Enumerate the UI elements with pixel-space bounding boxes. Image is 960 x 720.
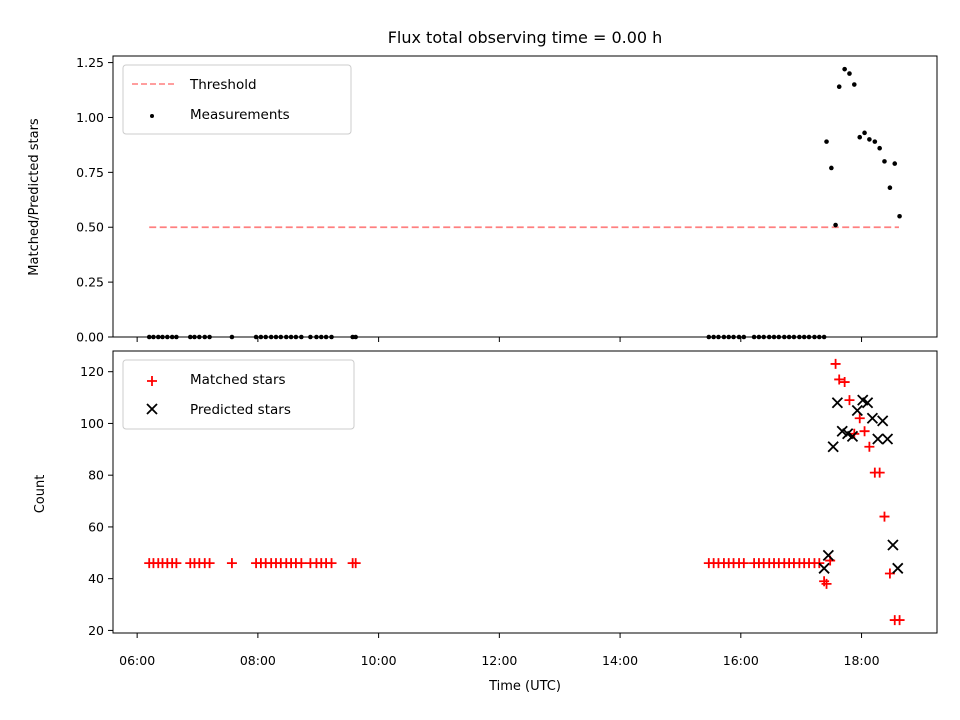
predicted-legend-swatch (146, 403, 158, 415)
measurement-point (887, 185, 893, 191)
predicted-star-point (851, 404, 863, 417)
bottom-y-tick-label: 80 (88, 468, 104, 483)
top-legend-box (122, 64, 352, 135)
measurement-point (897, 213, 902, 219)
top-y-axis-label: Matched/Predicted stars (27, 118, 42, 276)
measurement-point (824, 139, 829, 144)
bottom-x-tick-label: 10:00 (361, 653, 397, 668)
measurement-point (847, 71, 852, 76)
top-panel: 0.00 0.25 0.50 0.75 1.00 1.25 Matched/Predict… (27, 55, 938, 345)
matched-star-point (350, 558, 361, 569)
predicted-legend-label: Predicted stars (190, 402, 291, 418)
measurement-point (877, 145, 882, 151)
matched-legend-label: Matched stars (190, 372, 286, 388)
matched-star-point (874, 467, 885, 478)
predicted-star-point (877, 415, 889, 427)
measurement-point (862, 130, 867, 136)
bottom-legend: Matched stars Predicted stars (122, 359, 355, 430)
predicted-star-point (827, 441, 839, 453)
x-axis-label: Time (UTC) (488, 679, 561, 694)
measurement-point (842, 66, 847, 72)
bottom-x-tick-label: 18:00 (844, 653, 880, 668)
matched-star-point (859, 426, 870, 437)
bottom-y-axis-label: Count (33, 475, 48, 514)
matched-star-point (894, 615, 905, 626)
top-y-tick-label: 1.00 (76, 110, 104, 125)
chart-title: Flux total observing time = 0.00 h (388, 28, 663, 47)
bottom-y-tick-label: 60 (88, 519, 104, 534)
matched-star-point (226, 558, 237, 569)
top-y-tick-label: 0.50 (76, 220, 104, 235)
matched-star-point (830, 358, 841, 369)
measurement-point (836, 84, 842, 90)
matched-star-point (844, 395, 855, 406)
bottom-y-axis: 20 40 60 80 100 120 (80, 364, 113, 638)
measurements-legend-label: Measurements (190, 107, 290, 123)
measurement-point (851, 82, 857, 87)
bottom-x-tick-label: 14:00 (602, 653, 638, 668)
bottom-plot-frame (112, 350, 938, 634)
threshold-legend-label: Threshold (189, 77, 257, 93)
bottom-x-tick-label: 06:00 (119, 653, 155, 668)
matched-star-point (879, 511, 890, 522)
top-legend: Threshold Measurements (122, 64, 352, 135)
predicted-star-point (892, 562, 904, 574)
matched-star-point (834, 374, 845, 385)
bottom-y-tick-label: 20 (88, 623, 104, 638)
bottom-y-tick-label: 40 (88, 571, 104, 586)
measurement-point (857, 134, 863, 140)
matched-star-point (854, 413, 865, 424)
predicted-star-point (818, 562, 830, 574)
top-y-tick-label: 0.75 (76, 165, 104, 180)
measurement-point (882, 159, 887, 164)
predicted-star-point (822, 549, 834, 562)
matched-star-point (296, 558, 307, 569)
measurement-point (829, 165, 834, 171)
top-plot-frame (112, 55, 938, 338)
top-y-tick-label: 1.25 (76, 55, 104, 70)
measurement-point (872, 139, 878, 144)
measurement-point (867, 137, 872, 142)
measurements-legend-swatch (150, 114, 154, 118)
top-y-tick-label: 0.00 (76, 330, 104, 345)
bottom-x-tick-label: 08:00 (240, 653, 276, 668)
predicted-star-point (872, 433, 884, 445)
predicted-star-point (846, 430, 859, 443)
predicted-star-point (831, 397, 844, 409)
predicted-star-point (866, 412, 879, 424)
bottom-x-tick-label: 16:00 (723, 653, 759, 668)
bottom-y-tick-label: 100 (80, 416, 104, 431)
bottom-y-tick-label: 120 (80, 364, 104, 379)
bottom-panel: 20 40 60 80 100 120 06:00 08:00 10:00 12:00 14:00… (33, 350, 938, 694)
bottom-plot-area (144, 358, 905, 626)
bottom-x-tick-label: 12:00 (481, 653, 517, 668)
top-y-axis: 0.00 0.25 0.50 0.75 1.00 1.25 (76, 55, 113, 345)
matched-star-point (814, 558, 825, 569)
predicted-star-point (836, 425, 848, 437)
bottom-legend-box (122, 359, 355, 430)
matched-star-point (204, 558, 215, 569)
top-y-tick-label: 0.25 (76, 275, 104, 290)
measurement-point (833, 222, 838, 228)
matched-star-point (326, 558, 337, 569)
top-x-ticks (136, 337, 863, 342)
predicted-star-point (887, 539, 899, 551)
predicted-star-point (861, 397, 874, 409)
bottom-x-axis: 06:00 08:00 10:00 12:00 14:00 16:00 18:00 (119, 633, 880, 668)
matched-star-point (839, 377, 850, 388)
matched-star-point (864, 441, 875, 452)
predicted-star-point (881, 433, 894, 445)
matched-legend-swatch (147, 376, 157, 386)
matched-star-point (171, 558, 182, 569)
matched-star-point (738, 558, 749, 569)
matched-star-point (821, 578, 832, 589)
measurement-point (892, 161, 898, 166)
